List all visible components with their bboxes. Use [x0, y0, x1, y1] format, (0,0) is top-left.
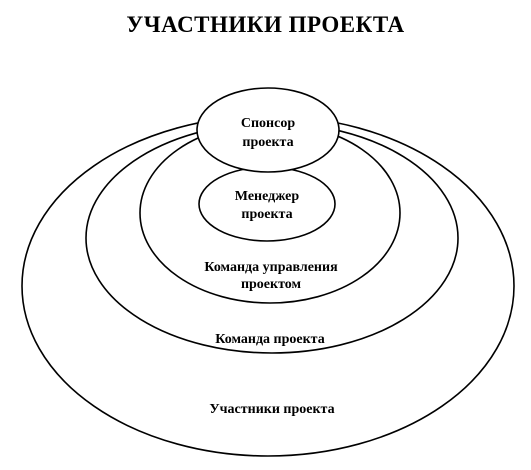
management-team-label-line1: Команда управления [204, 260, 338, 275]
manager-label-line1: Менеджер [235, 189, 300, 204]
page-title: УЧАСТНИКИ ПРОЕКТА [126, 12, 405, 37]
ellipse-project-sponsor [196, 87, 340, 173]
management-team-label-line2: проектом [241, 277, 302, 292]
manager-label-line2: проекта [241, 207, 292, 222]
ellipse-project-manager [198, 166, 336, 242]
sponsor-label-line1: Спонсор [241, 116, 295, 131]
project-team-label: Команда проекта [215, 332, 324, 347]
sponsor-label-line2: проекта [242, 135, 293, 150]
project-participants-label: Участники проекта [209, 402, 334, 417]
